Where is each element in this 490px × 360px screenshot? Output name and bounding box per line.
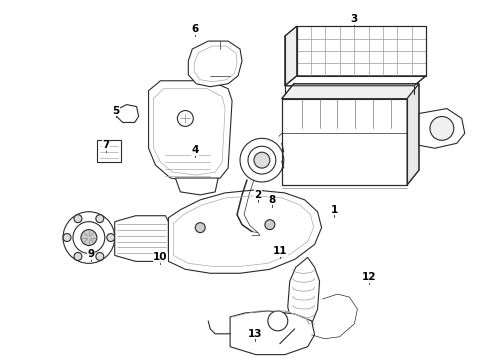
Text: 11: 11 — [272, 247, 287, 256]
Text: 4: 4 — [192, 145, 199, 155]
Polygon shape — [148, 81, 232, 182]
Polygon shape — [97, 140, 121, 162]
Polygon shape — [169, 190, 321, 273]
Text: 10: 10 — [153, 252, 168, 262]
Circle shape — [196, 223, 205, 233]
Circle shape — [63, 212, 115, 264]
Polygon shape — [288, 257, 319, 329]
Text: 5: 5 — [112, 105, 120, 116]
Circle shape — [107, 234, 115, 242]
Polygon shape — [117, 105, 139, 122]
Text: 8: 8 — [268, 195, 275, 205]
Polygon shape — [297, 26, 426, 76]
Polygon shape — [188, 41, 242, 87]
Circle shape — [96, 215, 104, 222]
Circle shape — [248, 146, 276, 174]
Text: 7: 7 — [102, 140, 109, 150]
Polygon shape — [282, 84, 419, 99]
Polygon shape — [419, 109, 465, 148]
Polygon shape — [175, 178, 218, 195]
Polygon shape — [285, 76, 426, 86]
Circle shape — [240, 138, 284, 182]
Circle shape — [254, 152, 270, 168]
Text: 2: 2 — [254, 190, 262, 200]
Polygon shape — [282, 99, 407, 185]
Text: 13: 13 — [247, 329, 262, 339]
Text: 9: 9 — [87, 249, 95, 260]
Circle shape — [268, 311, 288, 331]
Polygon shape — [230, 311, 315, 355]
Circle shape — [74, 215, 82, 222]
Polygon shape — [285, 26, 297, 86]
Circle shape — [430, 117, 454, 140]
Text: 6: 6 — [192, 24, 199, 34]
Circle shape — [73, 222, 105, 253]
Circle shape — [96, 252, 104, 260]
Circle shape — [177, 111, 193, 126]
Text: 3: 3 — [351, 14, 358, 24]
Polygon shape — [407, 84, 419, 185]
Circle shape — [63, 234, 71, 242]
Text: 1: 1 — [331, 205, 338, 215]
Circle shape — [74, 252, 82, 260]
Circle shape — [265, 220, 275, 230]
Text: 12: 12 — [362, 272, 376, 282]
Circle shape — [81, 230, 97, 246]
Polygon shape — [115, 216, 169, 261]
